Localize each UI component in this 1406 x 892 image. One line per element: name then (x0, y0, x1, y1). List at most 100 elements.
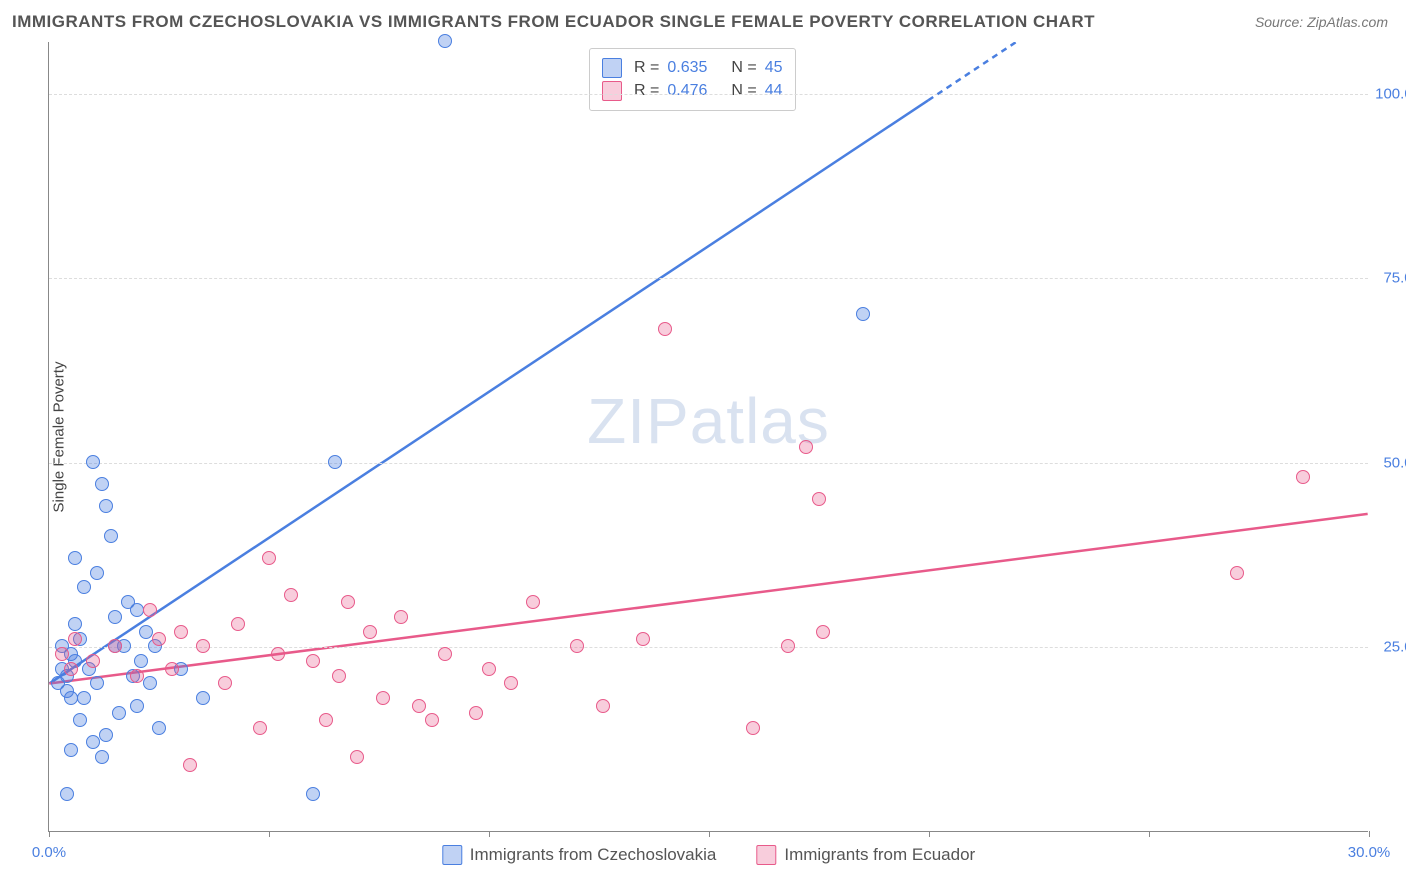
data-point-ecuador (469, 706, 483, 720)
r-value-ecuador: 0.476 (667, 82, 707, 100)
data-point-ecuador (425, 713, 439, 727)
data-point-czech (306, 787, 320, 801)
data-point-czech (112, 706, 126, 720)
data-point-czech (328, 455, 342, 469)
x-tick (1369, 831, 1370, 837)
data-point-ecuador (218, 676, 232, 690)
data-point-czech (73, 713, 87, 727)
data-point-czech (77, 580, 91, 594)
data-point-ecuador (816, 625, 830, 639)
data-point-ecuador (143, 603, 157, 617)
data-point-ecuador (306, 654, 320, 668)
data-point-czech (99, 728, 113, 742)
data-point-czech (95, 750, 109, 764)
gridline (49, 463, 1368, 464)
n-value-czech: 45 (765, 59, 783, 77)
n-value-ecuador: 44 (765, 82, 783, 100)
correlation-legend: R = 0.635 N = 45 R = 0.476 N = 44 (589, 48, 796, 111)
data-point-czech (104, 529, 118, 543)
swatch-czech (602, 58, 622, 78)
data-point-ecuador (394, 610, 408, 624)
data-point-ecuador (332, 669, 346, 683)
legend-row-czech: R = 0.635 N = 45 (602, 58, 783, 78)
data-point-czech (95, 477, 109, 491)
data-point-ecuador (196, 639, 210, 653)
data-point-ecuador (812, 492, 826, 506)
x-tick (49, 831, 50, 837)
data-point-ecuador (86, 654, 100, 668)
y-tick-label: 50.0% (1383, 454, 1406, 471)
data-point-czech (856, 307, 870, 321)
data-point-ecuador (284, 588, 298, 602)
data-point-ecuador (799, 440, 813, 454)
r-label: R = (634, 82, 659, 100)
x-tick (709, 831, 710, 837)
data-point-ecuador (570, 639, 584, 653)
data-point-czech (77, 691, 91, 705)
scatter-plot-area: Single Female Poverty ZIPatlas R = 0.635… (48, 42, 1368, 832)
data-point-ecuador (108, 639, 122, 653)
r-label: R = (634, 59, 659, 77)
gridline (49, 278, 1368, 279)
data-point-ecuador (350, 750, 364, 764)
series-name-ecuador: Immigrants from Ecuador (784, 845, 975, 865)
data-point-ecuador (341, 595, 355, 609)
data-point-czech (64, 743, 78, 757)
data-point-ecuador (596, 699, 610, 713)
data-point-ecuador (64, 662, 78, 676)
data-point-czech (86, 455, 100, 469)
x-tick (489, 831, 490, 837)
data-point-ecuador (253, 721, 267, 735)
data-point-ecuador (658, 322, 672, 336)
data-point-ecuador (152, 632, 166, 646)
data-point-czech (86, 735, 100, 749)
data-point-ecuador (438, 647, 452, 661)
data-point-ecuador (363, 625, 377, 639)
gridline (49, 647, 1368, 648)
data-point-czech (152, 721, 166, 735)
data-point-ecuador (526, 595, 540, 609)
watermark-text: ZIPatlas (587, 384, 830, 458)
data-point-ecuador (183, 758, 197, 772)
data-point-ecuador (130, 669, 144, 683)
y-tick-label: 25.0% (1383, 639, 1406, 656)
data-point-ecuador (746, 721, 760, 735)
swatch-ecuador (602, 81, 622, 101)
data-point-ecuador (504, 676, 518, 690)
data-point-czech (134, 654, 148, 668)
data-point-czech (90, 676, 104, 690)
data-point-czech (90, 566, 104, 580)
data-point-ecuador (68, 632, 82, 646)
y-tick-label: 100.0% (1375, 85, 1406, 102)
data-point-czech (68, 617, 82, 631)
data-point-ecuador (636, 632, 650, 646)
data-point-ecuador (1230, 566, 1244, 580)
swatch-czech-icon (442, 845, 462, 865)
y-axis-label: Single Female Poverty (51, 361, 68, 512)
data-point-ecuador (1296, 470, 1310, 484)
data-point-ecuador (319, 713, 333, 727)
gridline (49, 94, 1368, 95)
data-point-ecuador (174, 625, 188, 639)
data-point-czech (139, 625, 153, 639)
data-point-czech (60, 787, 74, 801)
data-point-czech (64, 691, 78, 705)
x-tick (269, 831, 270, 837)
source-attribution: Source: ZipAtlas.com (1255, 14, 1388, 30)
series-name-czech: Immigrants from Czechoslovakia (470, 845, 717, 865)
data-point-czech (143, 676, 157, 690)
data-point-ecuador (482, 662, 496, 676)
data-point-czech (121, 595, 135, 609)
data-point-czech (68, 551, 82, 565)
x-tick (1149, 831, 1150, 837)
series-legend: Immigrants from Czechoslovakia Immigrant… (442, 845, 975, 865)
legend-row-ecuador: R = 0.476 N = 44 (602, 81, 783, 101)
data-point-ecuador (165, 662, 179, 676)
x-tick-label: 30.0% (1348, 844, 1391, 861)
data-point-czech (99, 499, 113, 513)
data-point-ecuador (271, 647, 285, 661)
r-value-czech: 0.635 (667, 59, 707, 77)
swatch-ecuador-icon (756, 845, 776, 865)
data-point-czech (196, 691, 210, 705)
data-point-ecuador (412, 699, 426, 713)
